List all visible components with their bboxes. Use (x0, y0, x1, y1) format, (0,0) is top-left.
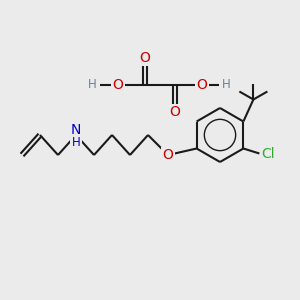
Text: O: O (163, 148, 173, 162)
Text: O: O (112, 78, 123, 92)
Text: Cl: Cl (262, 146, 275, 161)
Text: H: H (222, 79, 231, 92)
Text: O: O (140, 51, 150, 65)
Text: H: H (72, 136, 80, 148)
Text: O: O (169, 105, 180, 119)
Text: H: H (88, 79, 97, 92)
Text: O: O (196, 78, 207, 92)
Text: N: N (71, 123, 81, 137)
